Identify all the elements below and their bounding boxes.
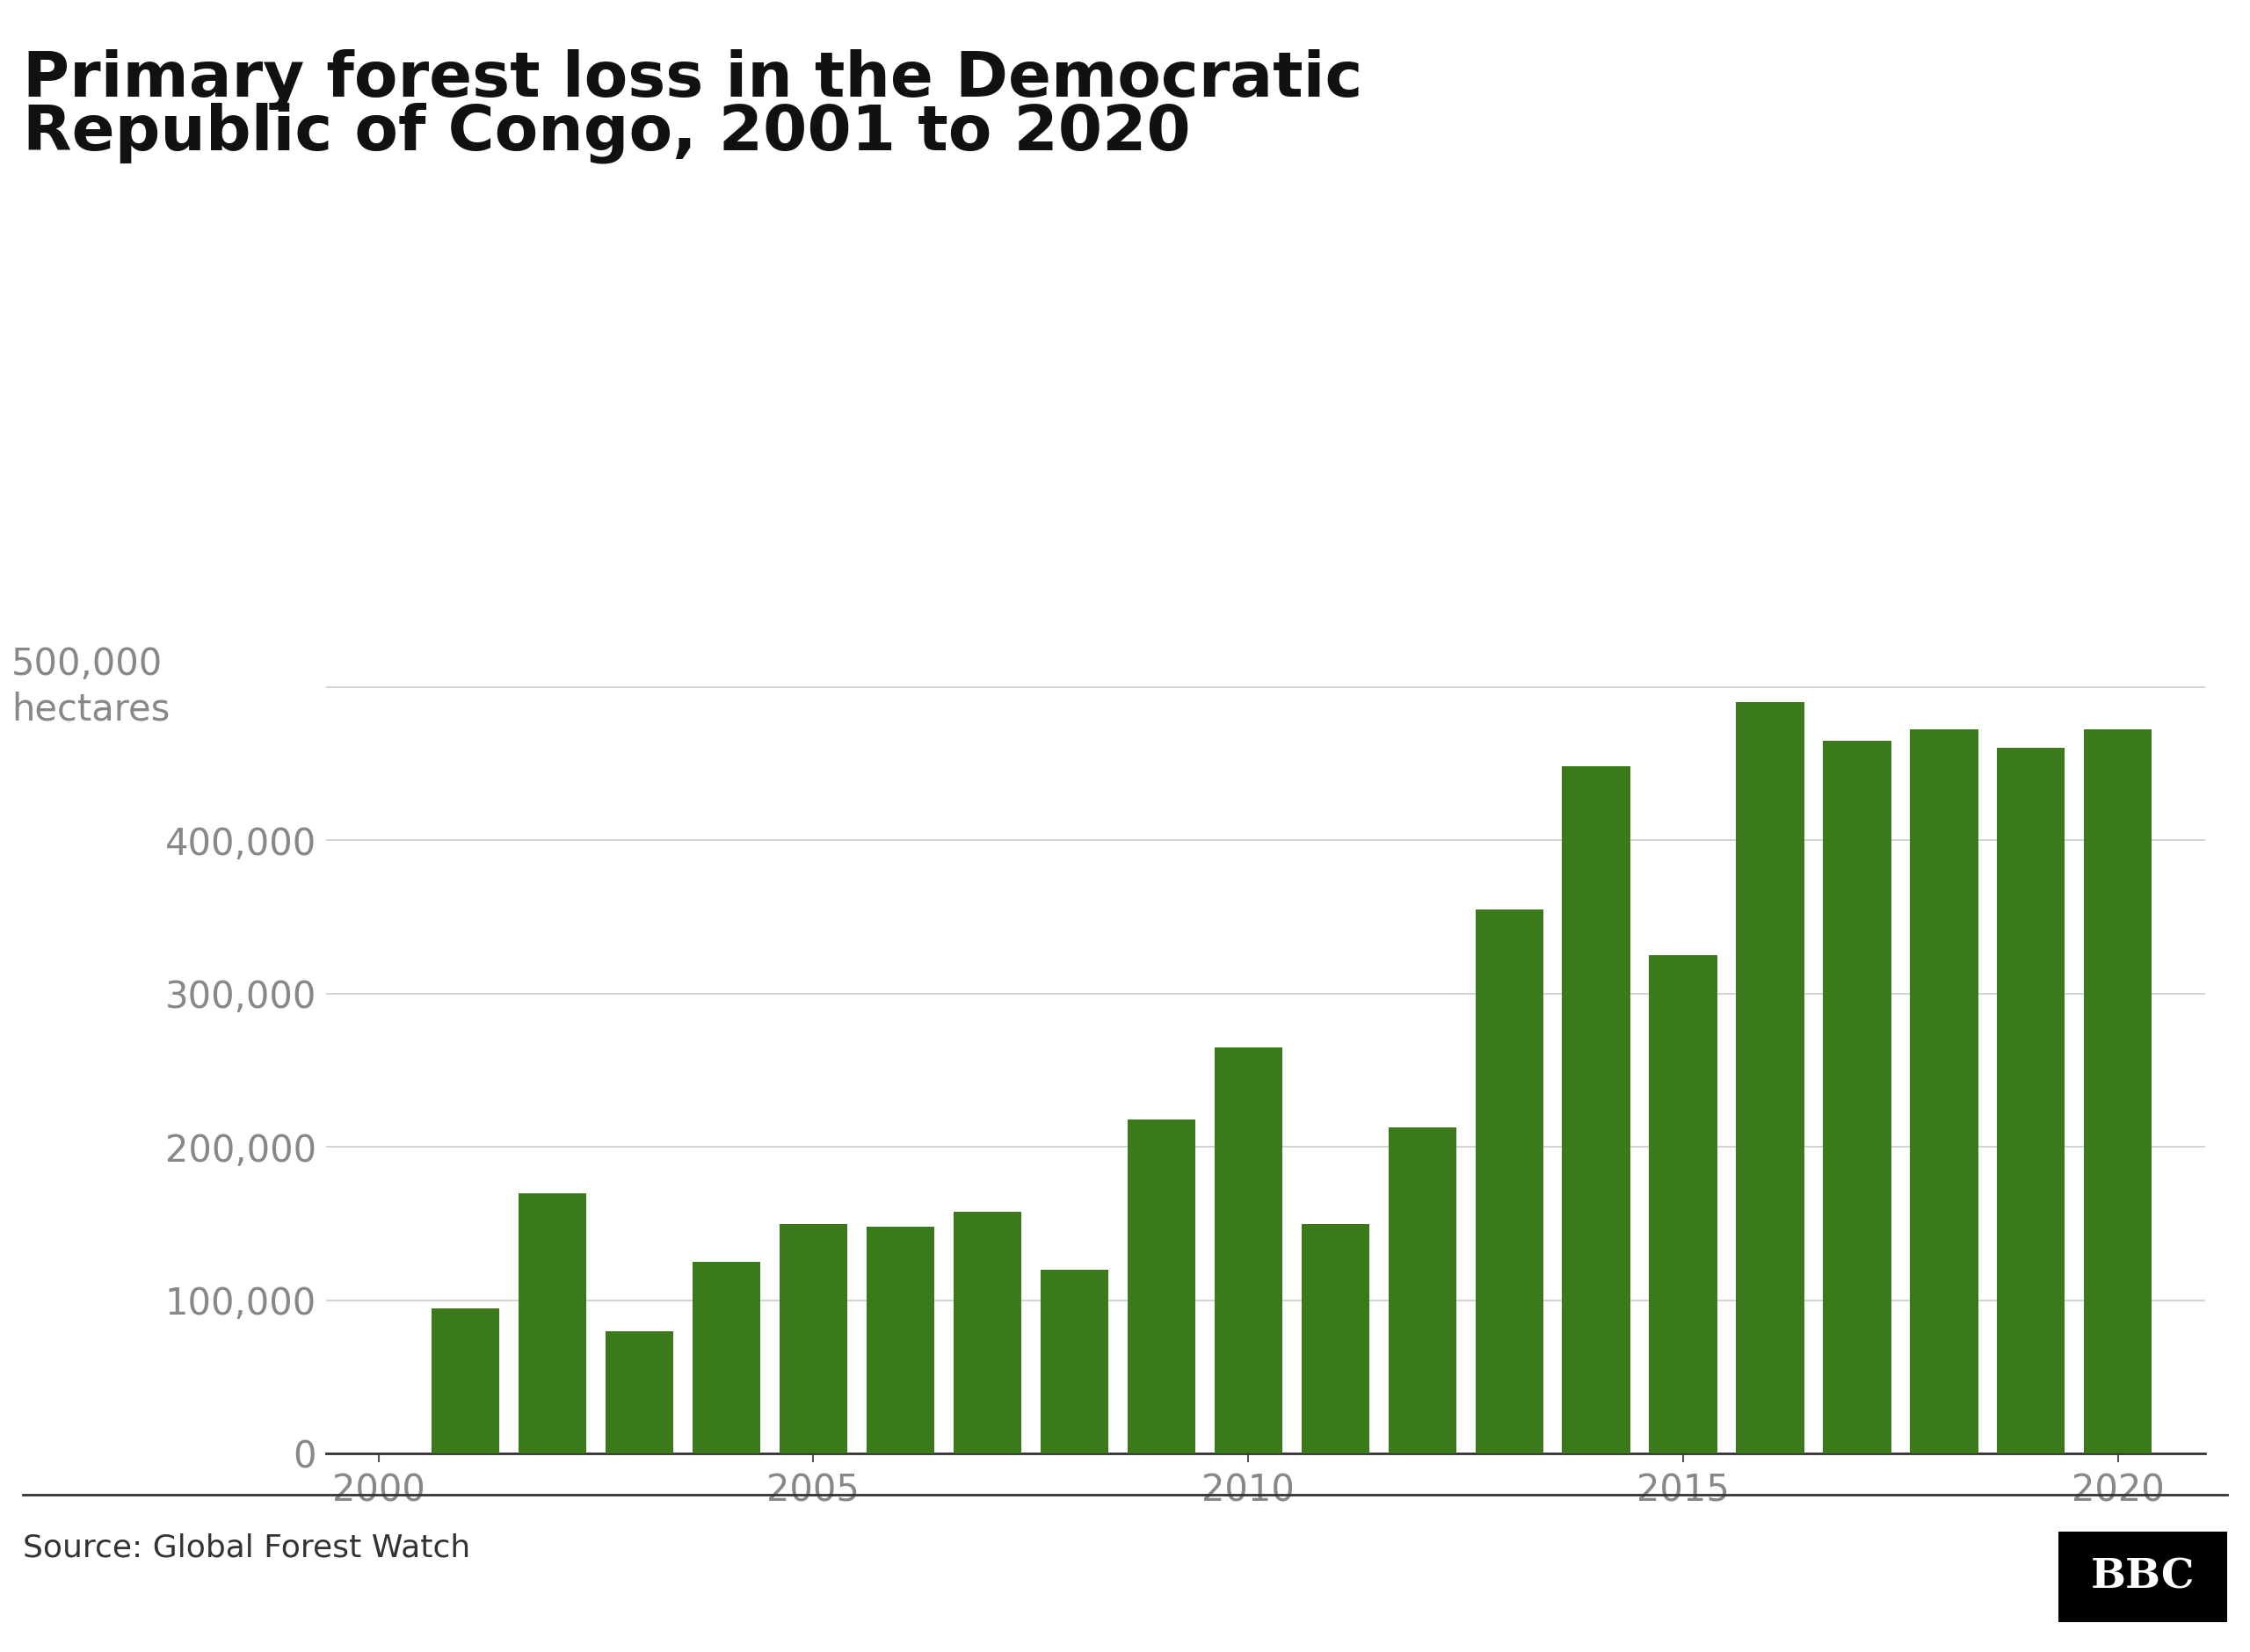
Bar	[1476, 909, 1544, 1454]
Bar	[1910, 730, 1978, 1454]
Text: 500,000
hectares: 500,000 hectares	[11, 646, 169, 729]
Bar	[2084, 730, 2151, 1454]
Bar	[605, 1332, 673, 1454]
Text: Primary forest loss in the Democratic: Primary forest loss in the Democratic	[22, 50, 1361, 111]
Text: Source: Global Forest Watch: Source: Global Forest Watch	[22, 1533, 470, 1563]
Bar	[1998, 748, 2066, 1454]
Text: BBC: BBC	[2090, 1556, 2196, 1597]
Bar	[1562, 767, 1629, 1454]
Bar	[1737, 702, 1805, 1454]
Bar	[1040, 1270, 1109, 1454]
Bar	[1215, 1047, 1282, 1454]
Bar	[1127, 1120, 1195, 1454]
Bar	[1300, 1224, 1370, 1454]
Bar	[866, 1227, 934, 1454]
Bar	[693, 1262, 761, 1454]
Bar	[954, 1211, 1022, 1454]
Text: Republic of Congo, 2001 to 2020: Republic of Congo, 2001 to 2020	[22, 102, 1190, 164]
Bar	[432, 1308, 499, 1454]
Bar	[1388, 1127, 1456, 1454]
Bar	[778, 1224, 848, 1454]
Bar	[518, 1193, 587, 1454]
Bar	[1649, 955, 1717, 1454]
Bar	[1823, 740, 1890, 1454]
